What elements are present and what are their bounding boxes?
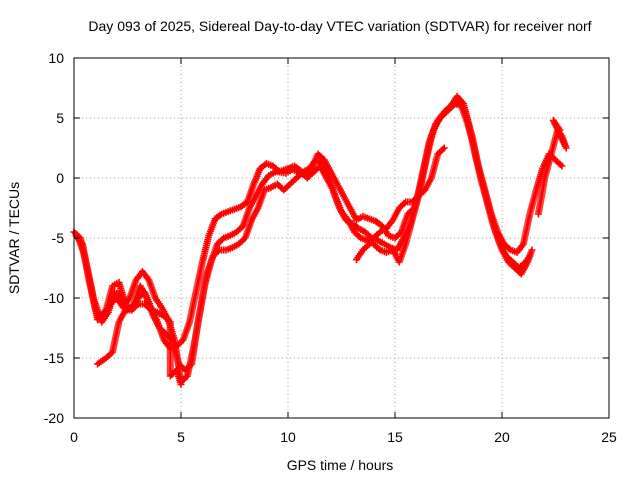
y-tick-label: 5 — [56, 110, 64, 126]
y-tick-label: -20 — [44, 410, 64, 426]
y-tick-label: -15 — [44, 350, 64, 366]
x-tick-label: 15 — [387, 429, 403, 445]
x-tick-label: 25 — [601, 429, 617, 445]
data-marks — [70, 92, 570, 388]
y-axis-ticks: -20 -15 -10 -5 0 5 10 — [44, 50, 609, 426]
data-point-markers — [94, 116, 570, 388]
x-tick-label: 10 — [280, 429, 296, 445]
x-tick-label: 5 — [177, 429, 185, 445]
y-tick-label: 10 — [48, 50, 64, 66]
y-tick-label: -5 — [52, 230, 65, 246]
x-axis-ticks: 0 5 10 15 20 25 — [70, 58, 617, 445]
grid — [74, 58, 609, 418]
x-tick-label: 0 — [70, 429, 78, 445]
y-tick-label: -10 — [44, 290, 64, 306]
series-trace-c — [74, 92, 536, 386]
series-trace-d — [94, 116, 570, 388]
series-trace-b — [72, 100, 534, 374]
chart-title: Day 093 of 2025, Sidereal Day-to-day VTE… — [88, 18, 591, 34]
x-axis-label: GPS time / hours — [287, 457, 394, 473]
data-point-markers — [74, 92, 536, 386]
data-point-markers — [72, 100, 534, 374]
x-tick-label: 20 — [494, 429, 510, 445]
y-tick-label: 0 — [56, 170, 64, 186]
y-axis-label: SDTVAR / TECUs — [6, 182, 22, 294]
